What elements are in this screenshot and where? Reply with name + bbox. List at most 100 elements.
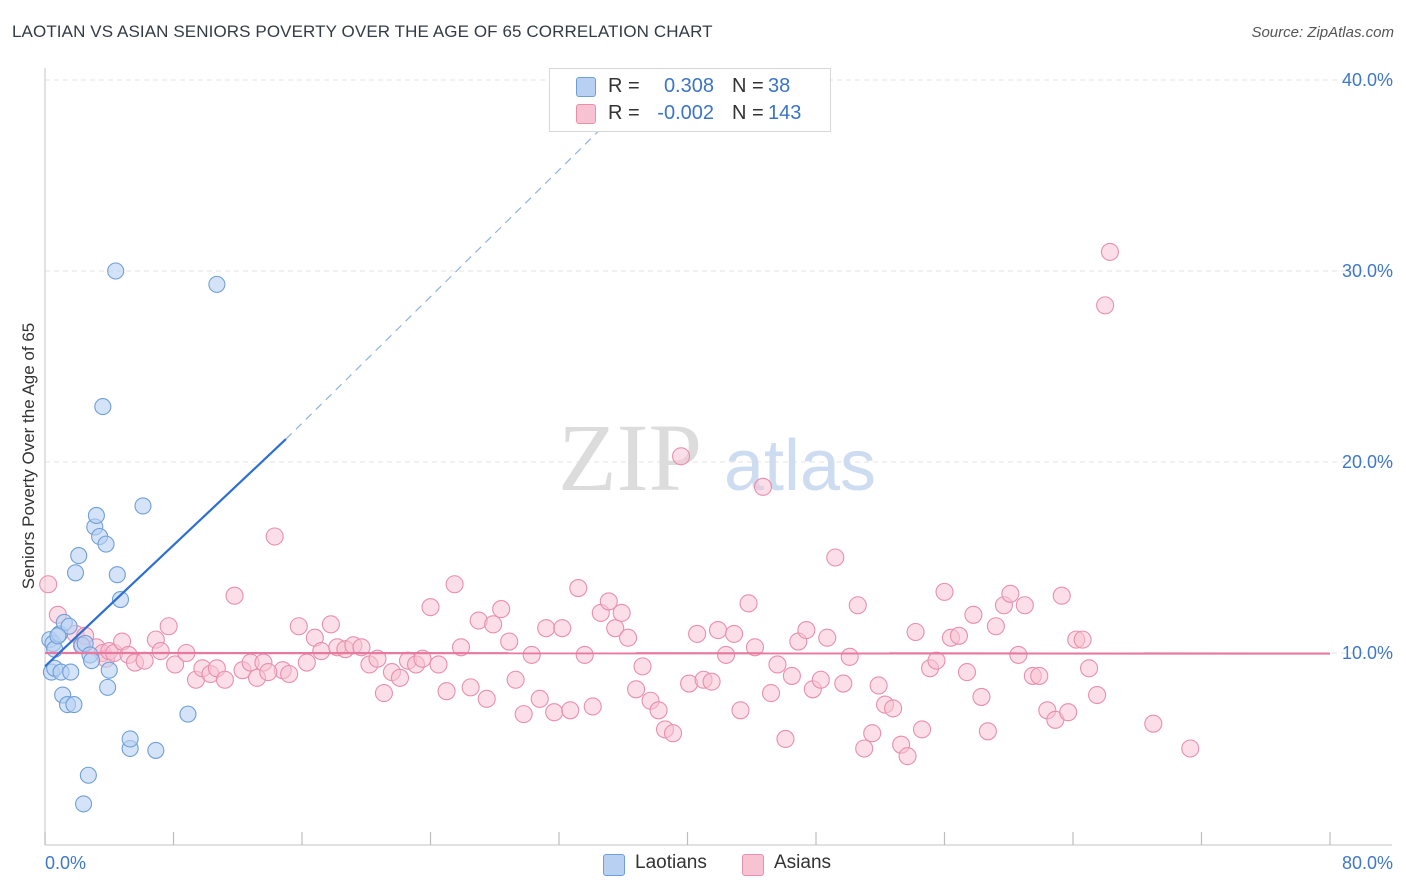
asian-point (1181, 739, 1200, 758)
trend-lines (44, 106, 1331, 668)
laotian-point (107, 262, 125, 280)
asian-point (553, 619, 572, 638)
watermark: ZIP atlas (558, 404, 876, 511)
asians-legend-label: Asians (774, 852, 832, 873)
asian-point (352, 638, 371, 657)
laotians-swatch (576, 77, 596, 97)
asian-point (530, 689, 549, 708)
laotian-point (65, 696, 83, 714)
axes (44, 68, 1392, 846)
asian-point (545, 703, 564, 722)
asian-point (906, 622, 925, 642)
y-axis-label: Seniors Poverty Over the Age of 65 (19, 323, 38, 589)
laotian-point (75, 795, 93, 813)
asian-point (927, 651, 946, 670)
laotian-point (179, 705, 197, 723)
asian-point (884, 699, 903, 718)
asian-point (1073, 630, 1092, 649)
asian-point (374, 684, 393, 703)
asian-point (259, 663, 278, 682)
asian-point (716, 645, 736, 664)
legend-r-label: R = (608, 102, 640, 124)
asian-point (1001, 584, 1020, 603)
asian-point (500, 632, 519, 651)
laotian-point (108, 566, 126, 584)
asian-point (599, 592, 618, 611)
asian-trend-line (44, 651, 1331, 655)
laotian-point (66, 564, 85, 582)
asian-point (506, 670, 525, 689)
asian-point (912, 720, 932, 739)
legend-n-label: N = (732, 75, 764, 97)
asian-point (575, 645, 594, 664)
asian-point (312, 642, 331, 661)
asian-point (818, 628, 837, 647)
asian-point (708, 621, 728, 640)
asian-point (280, 664, 299, 684)
asian-point (612, 603, 631, 622)
legend-n-label: N = (732, 102, 764, 124)
y-tick-label: 10.0% (1342, 643, 1393, 663)
x-tick-label-min: 0.0% (45, 853, 86, 873)
asian-point (848, 596, 867, 615)
asian-point (957, 663, 977, 682)
laotian-point (208, 275, 226, 293)
asian-point (834, 674, 853, 693)
asian-point (731, 701, 750, 720)
source-label: Source: ZipAtlas.com (1251, 24, 1394, 41)
laotian-trend-extension (285, 106, 624, 440)
asian-point (159, 617, 178, 636)
laotian-point (97, 535, 115, 553)
asian-point (297, 653, 316, 672)
asian-point (1088, 685, 1107, 705)
asian-point (663, 724, 683, 743)
asian-point (390, 668, 410, 687)
legend-n-value: 38 (768, 75, 791, 97)
asian-point (1144, 714, 1163, 733)
asian-point (606, 619, 625, 638)
asian-point (1100, 242, 1119, 261)
laotian-point (99, 678, 117, 696)
laotian-point (79, 766, 97, 784)
laotian-point (100, 661, 118, 679)
laotian-trend-line (44, 438, 287, 668)
asian-point (451, 638, 471, 657)
laotian-point (83, 652, 101, 670)
asian-point (1059, 703, 1078, 722)
asian-point (972, 687, 991, 706)
asian-point (964, 605, 983, 624)
asian-point (1096, 296, 1115, 315)
asian-point (321, 615, 340, 634)
asian-point (569, 579, 588, 598)
asian-point (797, 621, 816, 640)
asian-point (514, 705, 533, 724)
asian-point (429, 655, 448, 674)
asian-point (811, 670, 830, 689)
asian-point (166, 655, 185, 674)
laotian-point (147, 741, 165, 759)
asian-point (745, 638, 765, 657)
asian-point (739, 594, 758, 613)
tick-labels: 10.0% 20.0% 30.0% 40.0% 0.0% 80.0% (45, 70, 1393, 873)
laotian-point (60, 617, 78, 635)
asian-point (1030, 666, 1049, 685)
legend-row-laotians: R = 0.308 N = 38 (550, 74, 830, 100)
asian-point (437, 682, 456, 701)
asian-point (215, 670, 234, 689)
asian-point (869, 676, 888, 695)
asian-point (1015, 596, 1034, 615)
legend-row-asians: R = -0.002 N = 143 (550, 101, 830, 127)
asian-point (265, 527, 284, 546)
asian-point (289, 617, 308, 636)
asian-point (855, 739, 874, 758)
asian-point (702, 672, 721, 691)
asian-point (561, 701, 580, 720)
chart-title: LAOTIAN VS ASIAN SENIORS POVERTY OVER TH… (12, 22, 713, 41)
laotian-points (41, 262, 226, 813)
y-tick-label: 30.0% (1342, 261, 1393, 281)
asian-point (1052, 586, 1071, 605)
asian-point (978, 722, 997, 741)
asian-point (672, 447, 691, 466)
laotian-point (70, 547, 88, 565)
